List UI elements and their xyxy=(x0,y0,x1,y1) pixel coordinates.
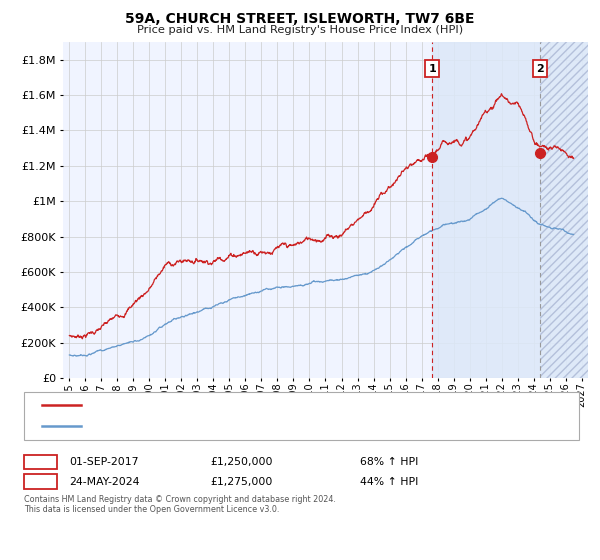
Text: 44% ↑ HPI: 44% ↑ HPI xyxy=(360,477,418,487)
Text: 24-MAY-2024: 24-MAY-2024 xyxy=(69,477,139,487)
Text: 2: 2 xyxy=(37,477,44,487)
Text: Price paid vs. HM Land Registry's House Price Index (HPI): Price paid vs. HM Land Registry's House … xyxy=(137,25,463,35)
Text: HPI: Average price, detached house, Hounslow: HPI: Average price, detached house, Houn… xyxy=(90,421,323,431)
Bar xyxy=(432,42,540,378)
Bar xyxy=(540,42,588,378)
Text: 1: 1 xyxy=(37,457,44,467)
Text: £1,250,000: £1,250,000 xyxy=(210,457,272,467)
Text: This data is licensed under the Open Government Licence v3.0.: This data is licensed under the Open Gov… xyxy=(24,505,280,514)
Text: £1,275,000: £1,275,000 xyxy=(210,477,272,487)
Text: Contains HM Land Registry data © Crown copyright and database right 2024.: Contains HM Land Registry data © Crown c… xyxy=(24,495,336,504)
Text: 2: 2 xyxy=(536,63,544,73)
Text: 68% ↑ HPI: 68% ↑ HPI xyxy=(360,457,418,467)
Text: 59A, CHURCH STREET, ISLEWORTH, TW7 6BE: 59A, CHURCH STREET, ISLEWORTH, TW7 6BE xyxy=(125,12,475,26)
Text: 59A, CHURCH STREET, ISLEWORTH, TW7 6BE (detached house): 59A, CHURCH STREET, ISLEWORTH, TW7 6BE (… xyxy=(90,400,406,410)
Text: 01-SEP-2017: 01-SEP-2017 xyxy=(69,457,139,467)
Text: 1: 1 xyxy=(428,63,436,73)
